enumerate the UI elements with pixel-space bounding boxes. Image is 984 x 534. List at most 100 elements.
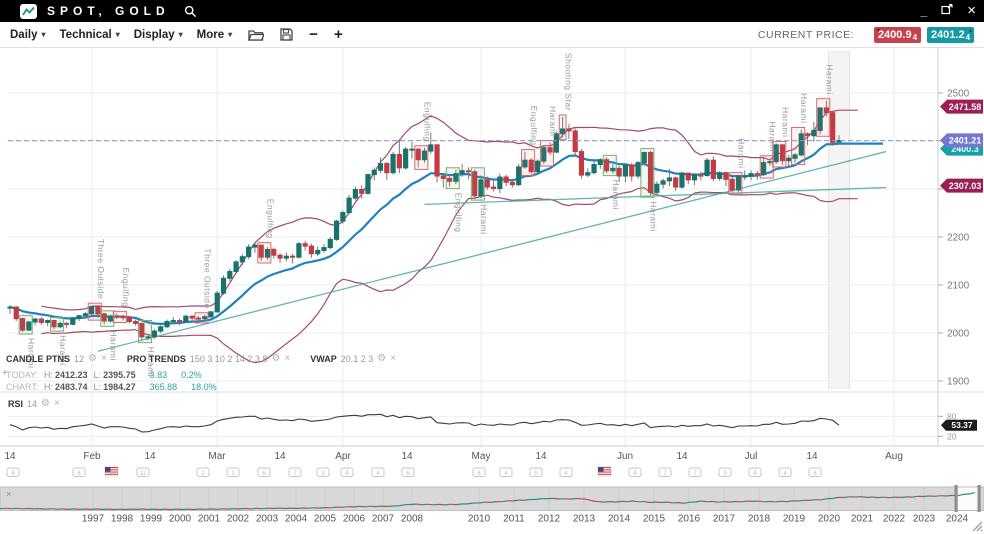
rsi-badge-shape — [941, 419, 977, 431]
nav-series-segment — [820, 498, 827, 501]
nav-series-segment — [330, 506, 337, 509]
candle — [340, 212, 346, 222]
nav-series-segment — [946, 494, 953, 497]
calendar-icon[interactable]: 4 — [559, 467, 573, 477]
nav-series-segment — [250, 507, 257, 510]
calendar-icon[interactable]: 6 — [6, 467, 20, 477]
close-icon[interactable]: × — [101, 353, 107, 364]
calendar-icon[interactable]: 12 — [136, 467, 150, 477]
expander-plus[interactable]: + — [2, 368, 8, 379]
candle — [654, 183, 660, 193]
nav-close-icon[interactable]: × — [6, 489, 11, 499]
menu-daily[interactable]: Daily ▾ — [10, 28, 46, 41]
calendar-icon[interactable]: 4 — [371, 467, 385, 477]
nav-year-label: 2003 — [256, 514, 279, 525]
nav-selection-window[interactable] — [957, 487, 978, 511]
nav-selection-handle[interactable] — [977, 485, 981, 512]
nav-series-segment — [444, 503, 451, 506]
pattern-label: Harami — [27, 338, 37, 368]
candle — [38, 318, 44, 323]
popout-button[interactable] — [941, 0, 953, 22]
today-stats-row: TODAY: H: 2412.23 L: 2395.75 3.83 0.2% — [6, 370, 202, 380]
close-icon[interactable]: × — [390, 353, 397, 364]
gear-icon[interactable]: ⚙ — [377, 353, 387, 364]
current-price-label: CURRENT PRICE: — [757, 28, 854, 41]
calendar-icon[interactable]: 3 — [226, 467, 240, 477]
x-tick-label: 14 — [676, 451, 688, 462]
x-tick-label: Mar — [208, 451, 226, 462]
calendar-icon[interactable]: 6 — [472, 467, 486, 477]
rsi-tick-label: 80 — [947, 411, 957, 421]
calendar-icon[interactable]: 4 — [748, 467, 762, 477]
calendar-icon[interactable]: 4 — [778, 467, 792, 477]
candle — [95, 306, 101, 315]
calendar-icon[interactable]: 7 — [288, 467, 302, 477]
price-tick-label: 2500 — [947, 89, 970, 100]
us-flag-icon[interactable] — [104, 466, 119, 477]
trendline — [97, 150, 887, 352]
calendar-icon[interactable]: 7 — [688, 467, 702, 477]
x-tick-label: Aug — [885, 451, 903, 462]
nav-series-segment — [632, 500, 639, 503]
rsi-value-badge: 53.37 — [941, 419, 977, 431]
candle — [591, 164, 597, 174]
chevron-down-icon: ▾ — [228, 30, 233, 39]
close-icon[interactable]: × — [284, 353, 291, 364]
price-badge-shape — [940, 178, 983, 193]
x-tick-label: 14 — [535, 451, 547, 462]
calendar-icon[interactable]: 3 — [316, 467, 330, 477]
candle — [484, 179, 490, 188]
close-icon[interactable]: × — [54, 398, 60, 409]
calendar-icon[interactable]: 4 — [628, 467, 642, 477]
calendar-icon[interactable]: 2 — [196, 467, 210, 477]
nav-series-segment — [39, 508, 46, 510]
menu-display[interactable]: Display ▾ — [133, 28, 183, 41]
candles[interactable] — [7, 100, 842, 341]
calendar-icon[interactable]: 4 — [499, 467, 513, 477]
price-badge: 2401.21 — [940, 133, 983, 148]
us-flag-icon[interactable] — [597, 466, 612, 477]
calendar-icon[interactable]: 6 — [257, 467, 271, 477]
candle — [352, 188, 358, 199]
calendar-icon[interactable]: 7 — [658, 467, 672, 477]
calendar-icon[interactable]: 6 — [401, 467, 415, 477]
nav-series-segment — [535, 498, 542, 501]
candle — [19, 318, 26, 331]
search-icon[interactable] — [184, 5, 197, 18]
calendar-icon[interactable]: 6 — [72, 467, 86, 477]
nav-series-segment — [935, 495, 941, 497]
calendar-icon[interactable]: 5 — [529, 467, 543, 477]
gear-icon[interactable]: ⚙ — [41, 398, 50, 409]
candle — [830, 112, 836, 143]
resize-grip-icon[interactable] — [972, 521, 983, 532]
close-button[interactable]: × — [967, 2, 976, 19]
menu-technical[interactable]: Technical ▾ — [59, 28, 120, 41]
gear-icon[interactable]: ⚙ — [88, 353, 97, 364]
nav-series-segment — [296, 507, 303, 510]
candle — [547, 147, 553, 153]
calendar-icon[interactable]: 4 — [340, 467, 354, 477]
pattern-label: Harami — [799, 93, 809, 123]
nav-series-segment — [398, 504, 405, 507]
x-tick-label: May — [472, 451, 491, 462]
calendar-outline — [778, 467, 792, 477]
calendar-icon[interactable]: 6 — [808, 467, 822, 477]
zoom-out-button[interactable]: − — [309, 25, 318, 43]
pattern-box — [100, 310, 115, 327]
candle — [528, 159, 534, 173]
save-icon[interactable] — [280, 28, 293, 41]
minimize-button[interactable]: _ — [920, 4, 928, 18]
calendar-icon[interactable]: 3 — [718, 467, 732, 477]
nav-series-segment — [957, 493, 964, 497]
candle — [271, 248, 277, 256]
open-folder-icon[interactable] — [248, 28, 265, 41]
candle — [465, 170, 472, 173]
chevron-down-icon: ▾ — [41, 30, 46, 39]
menu-more[interactable]: More ▾ — [196, 28, 233, 41]
navigator-band[interactable] — [0, 486, 984, 511]
bollinger-upper-band — [41, 109, 858, 311]
nav-selection-handle[interactable] — [954, 485, 958, 512]
zoom-in-button[interactable]: + — [333, 25, 343, 43]
gear-icon[interactable]: ⚙ — [271, 353, 281, 364]
